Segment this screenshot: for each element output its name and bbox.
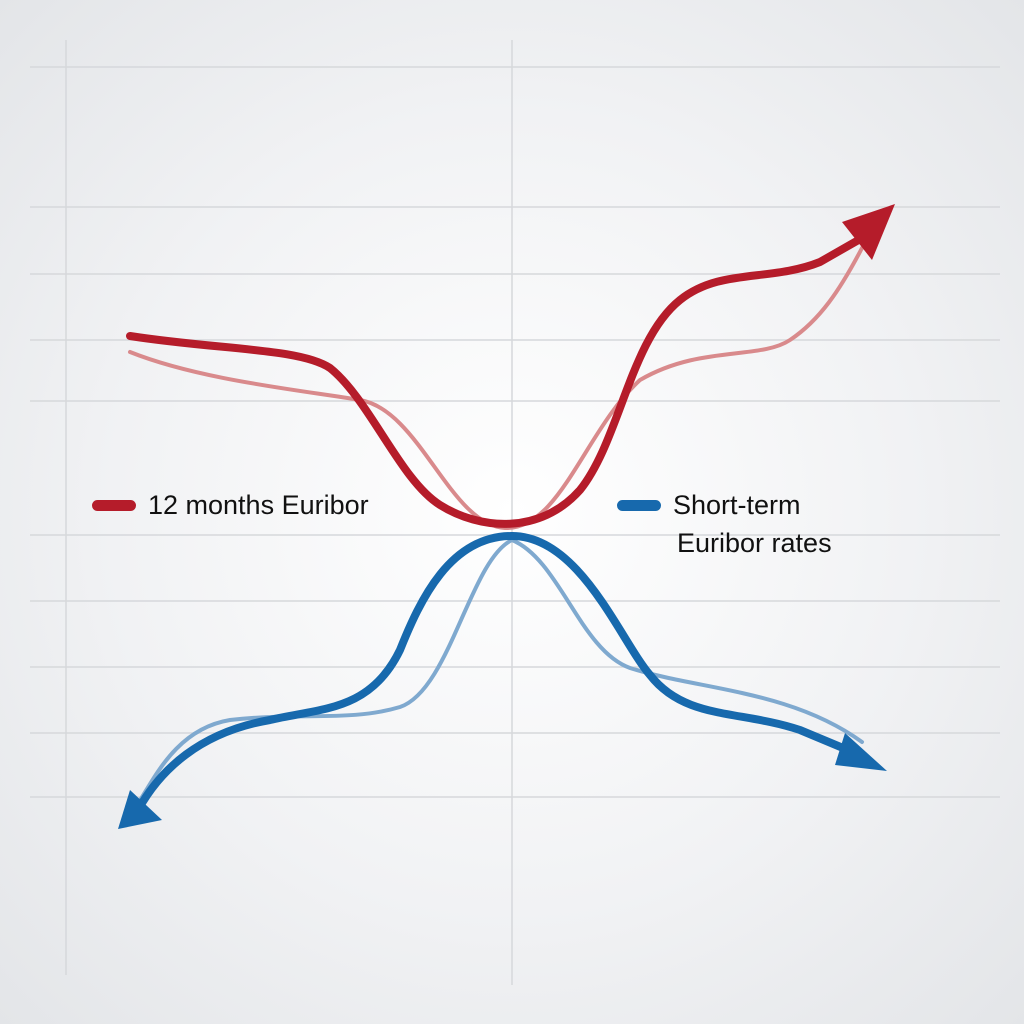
legend-swatch-blue [617, 500, 661, 511]
legend-short-term-euribor: Short-term Euribor rates [617, 488, 832, 560]
blue-main-line [508, 532, 859, 757]
blue-faded-line [510, 538, 864, 744]
blue-main-line [134, 532, 516, 814]
legend-label: Short-term [673, 490, 801, 520]
blue-arrowhead-icon [835, 733, 887, 771]
blue-faded-line [130, 538, 514, 814]
red-faded-line [128, 246, 864, 531]
legend-label: Euribor rates [677, 528, 832, 558]
legend-12-months-euribor: 12 months Euribor [92, 488, 369, 522]
blue-arrowhead-icon [118, 790, 162, 829]
red-main-line [126, 234, 866, 528]
red-arrowhead-icon [842, 204, 895, 260]
legend-label: 12 months Euribor [148, 490, 369, 520]
legend-swatch-red [92, 500, 136, 511]
